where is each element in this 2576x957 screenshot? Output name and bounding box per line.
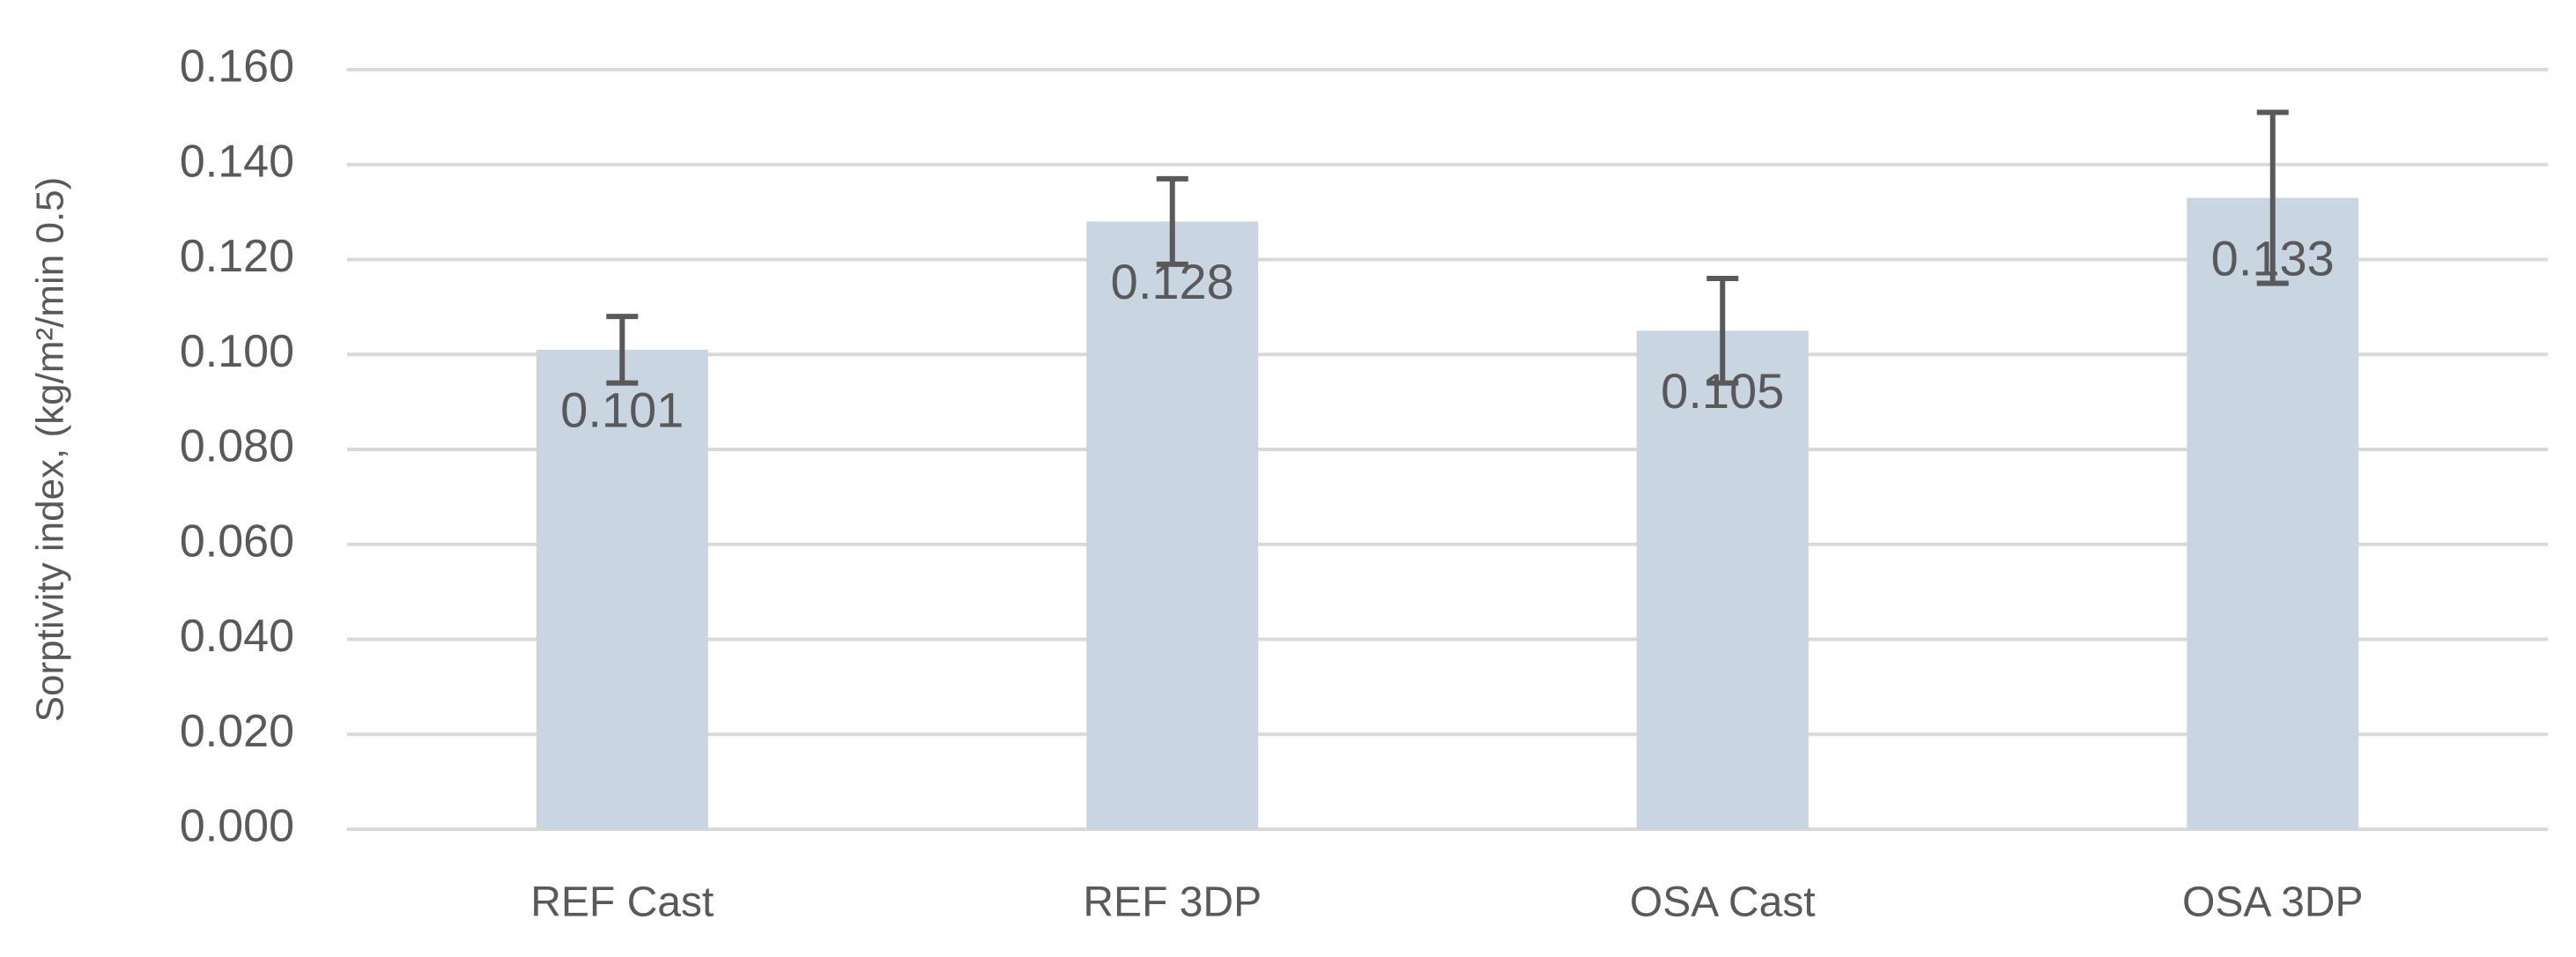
y-tick-label: 0.120 (180, 231, 294, 282)
error-bar (1706, 276, 1739, 386)
error-bar (1156, 175, 1188, 267)
y-tick-label: 0.160 (180, 41, 294, 93)
bar (2187, 197, 2359, 829)
y-tick-label: 0.060 (180, 516, 294, 567)
y-axis-label: Sorptivity index, (kg/m²/min 0.5) (29, 177, 72, 723)
x-tick-label: REF Cast (530, 879, 714, 926)
bar (1636, 330, 1809, 829)
y-tick-label: 0.140 (180, 136, 294, 187)
y-tick-label: 0.020 (180, 706, 294, 757)
y-tick-label: 0.000 (180, 801, 294, 852)
bar (536, 349, 708, 829)
error-bar (2256, 109, 2289, 286)
data-label: 0.101 (560, 382, 684, 438)
bar (1086, 221, 1259, 829)
x-tick-label: REF 3DP (1083, 879, 1262, 926)
data-label: 0.133 (2211, 230, 2335, 286)
x-tick-label: OSA Cast (1630, 879, 1816, 926)
y-tick-label: 0.080 (180, 421, 294, 472)
data-label: 0.105 (1661, 363, 1784, 419)
data-label: 0.128 (1111, 254, 1234, 309)
y-tick-label: 0.100 (180, 326, 294, 377)
x-tick-label: OSA 3DP (2182, 879, 2363, 926)
y-tick-label: 0.040 (180, 611, 294, 662)
error-bar (606, 314, 639, 386)
